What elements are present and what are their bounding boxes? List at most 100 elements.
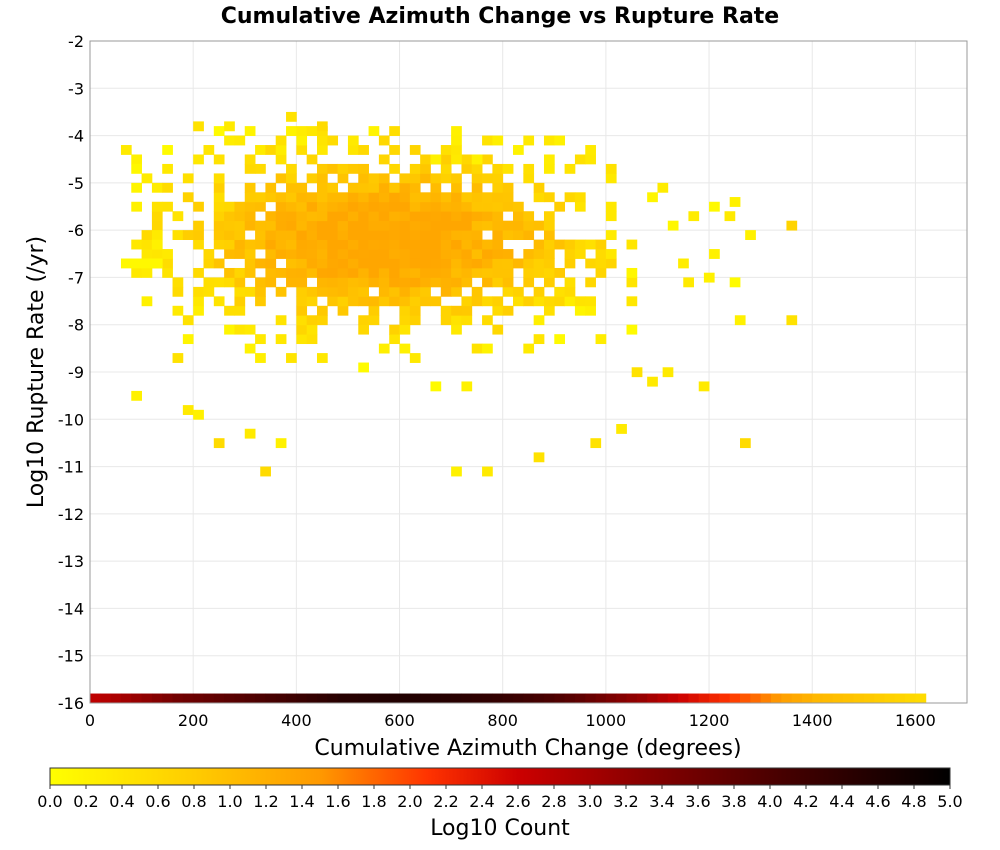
marginal-cell [626,693,638,703]
heatmap-cell [316,258,328,269]
heatmap-cell [502,305,514,316]
heatmap-cell [368,239,380,250]
heatmap-cell [574,192,586,203]
heatmap-cell [120,258,132,269]
colorbar-tick-label: 1.8 [361,792,386,811]
heatmap-cell [368,258,380,269]
heatmap-cell [482,192,493,203]
heatmap-cell [368,315,380,326]
marginal-cell [698,693,710,703]
y-axis-label: Log10 Rupture Rate (/yr) [24,236,49,508]
heatmap-cell [430,277,442,288]
heatmap-cell [255,286,266,297]
heatmap-cell [492,239,504,250]
heatmap-cell [378,192,390,203]
heatmap-cell [296,182,308,193]
heatmap-cell [286,126,297,136]
heatmap-cell [286,277,297,288]
heatmap-cell [213,220,225,231]
heatmap-cell [523,211,535,222]
heatmap-cell [296,211,308,222]
colorbar-tick-label: 4.2 [793,792,818,811]
heatmap-cell [461,296,473,307]
marginal-cell [347,693,359,703]
heatmap-cell [327,267,339,278]
heatmap-cell [523,230,535,240]
heatmap-cell [141,239,153,250]
heatmap-cell [296,277,308,288]
heatmap-cell [461,220,473,231]
heatmap-cell [451,315,462,326]
colorbar-tick-label: 4.0 [757,792,782,811]
heatmap-cell [482,135,493,146]
heatmap-cell [244,211,256,222]
heatmap-cell [337,220,349,231]
heatmap-cell [409,173,421,184]
heatmap-cell [172,305,184,316]
heatmap-cell [296,201,308,212]
heatmap-cell [409,201,421,212]
heatmap-cell [513,296,524,307]
heatmap-cell [461,211,473,222]
marginal-cell [213,693,225,703]
heatmap-cell [451,305,462,316]
heatmap-cell [234,201,246,212]
marginal-cell [316,693,328,703]
heatmap-cell [533,334,545,345]
heatmap-cell [399,201,411,212]
heatmap-cell [513,286,524,297]
heatmap-cell [337,296,349,307]
heatmap-cell [523,135,535,146]
heatmap-cell [420,258,431,269]
heatmap-cell [513,220,524,231]
heatmap-cell [471,230,483,240]
heatmap-cell [471,296,483,307]
marginal-cell [451,693,462,703]
colorbar-tick-label: 2.0 [397,792,422,811]
heatmap-cell [605,173,617,184]
heatmap-cell [224,305,235,316]
heatmap-cell [543,211,555,222]
y-tick-label: -15 [58,647,84,666]
heatmap-cell [234,239,246,250]
colorbar-tick-label: 3.8 [721,792,746,811]
marginal-cell [368,693,380,703]
marginal-cell [719,693,731,703]
marginal-cell [636,693,648,703]
heatmap-cell [502,201,514,212]
heatmap-cell [141,230,153,240]
heatmap-cell [667,220,679,231]
heatmap-cell [461,201,473,212]
heatmap-cell [224,267,235,278]
heatmap-cell [409,277,421,288]
heatmap-cell [409,258,421,269]
heatmap-cell [358,173,369,184]
heatmap-cell [389,296,400,307]
heatmap-cell [564,277,576,288]
heatmap-cell [203,286,215,297]
colorbar-tick-label: 0.8 [181,792,206,811]
colorbar-tick-label: 4.8 [901,792,926,811]
marginal-cell [812,693,824,703]
marginal-cell [492,693,504,703]
heatmap-cell [316,192,328,203]
heatmap-cell [347,258,359,269]
heatmap-cell [543,239,555,250]
heatmap-cell [316,239,328,250]
heatmap-cell [451,277,462,288]
marginal-cell [100,693,112,703]
heatmap-cell [151,249,163,259]
heatmap-cell [492,135,504,146]
heatmap-cell [296,296,308,307]
heatmap-cell [337,286,349,297]
heatmap-cell [347,220,359,231]
heatmap-cell [740,438,751,449]
heatmap-cell [523,296,535,307]
heatmap-cell [451,173,462,184]
heatmap-cell [399,305,411,316]
heatmap-cell [193,305,204,316]
marginal-cell [605,693,617,703]
heatmap-cell [327,163,339,174]
heatmap-cell [131,390,142,401]
